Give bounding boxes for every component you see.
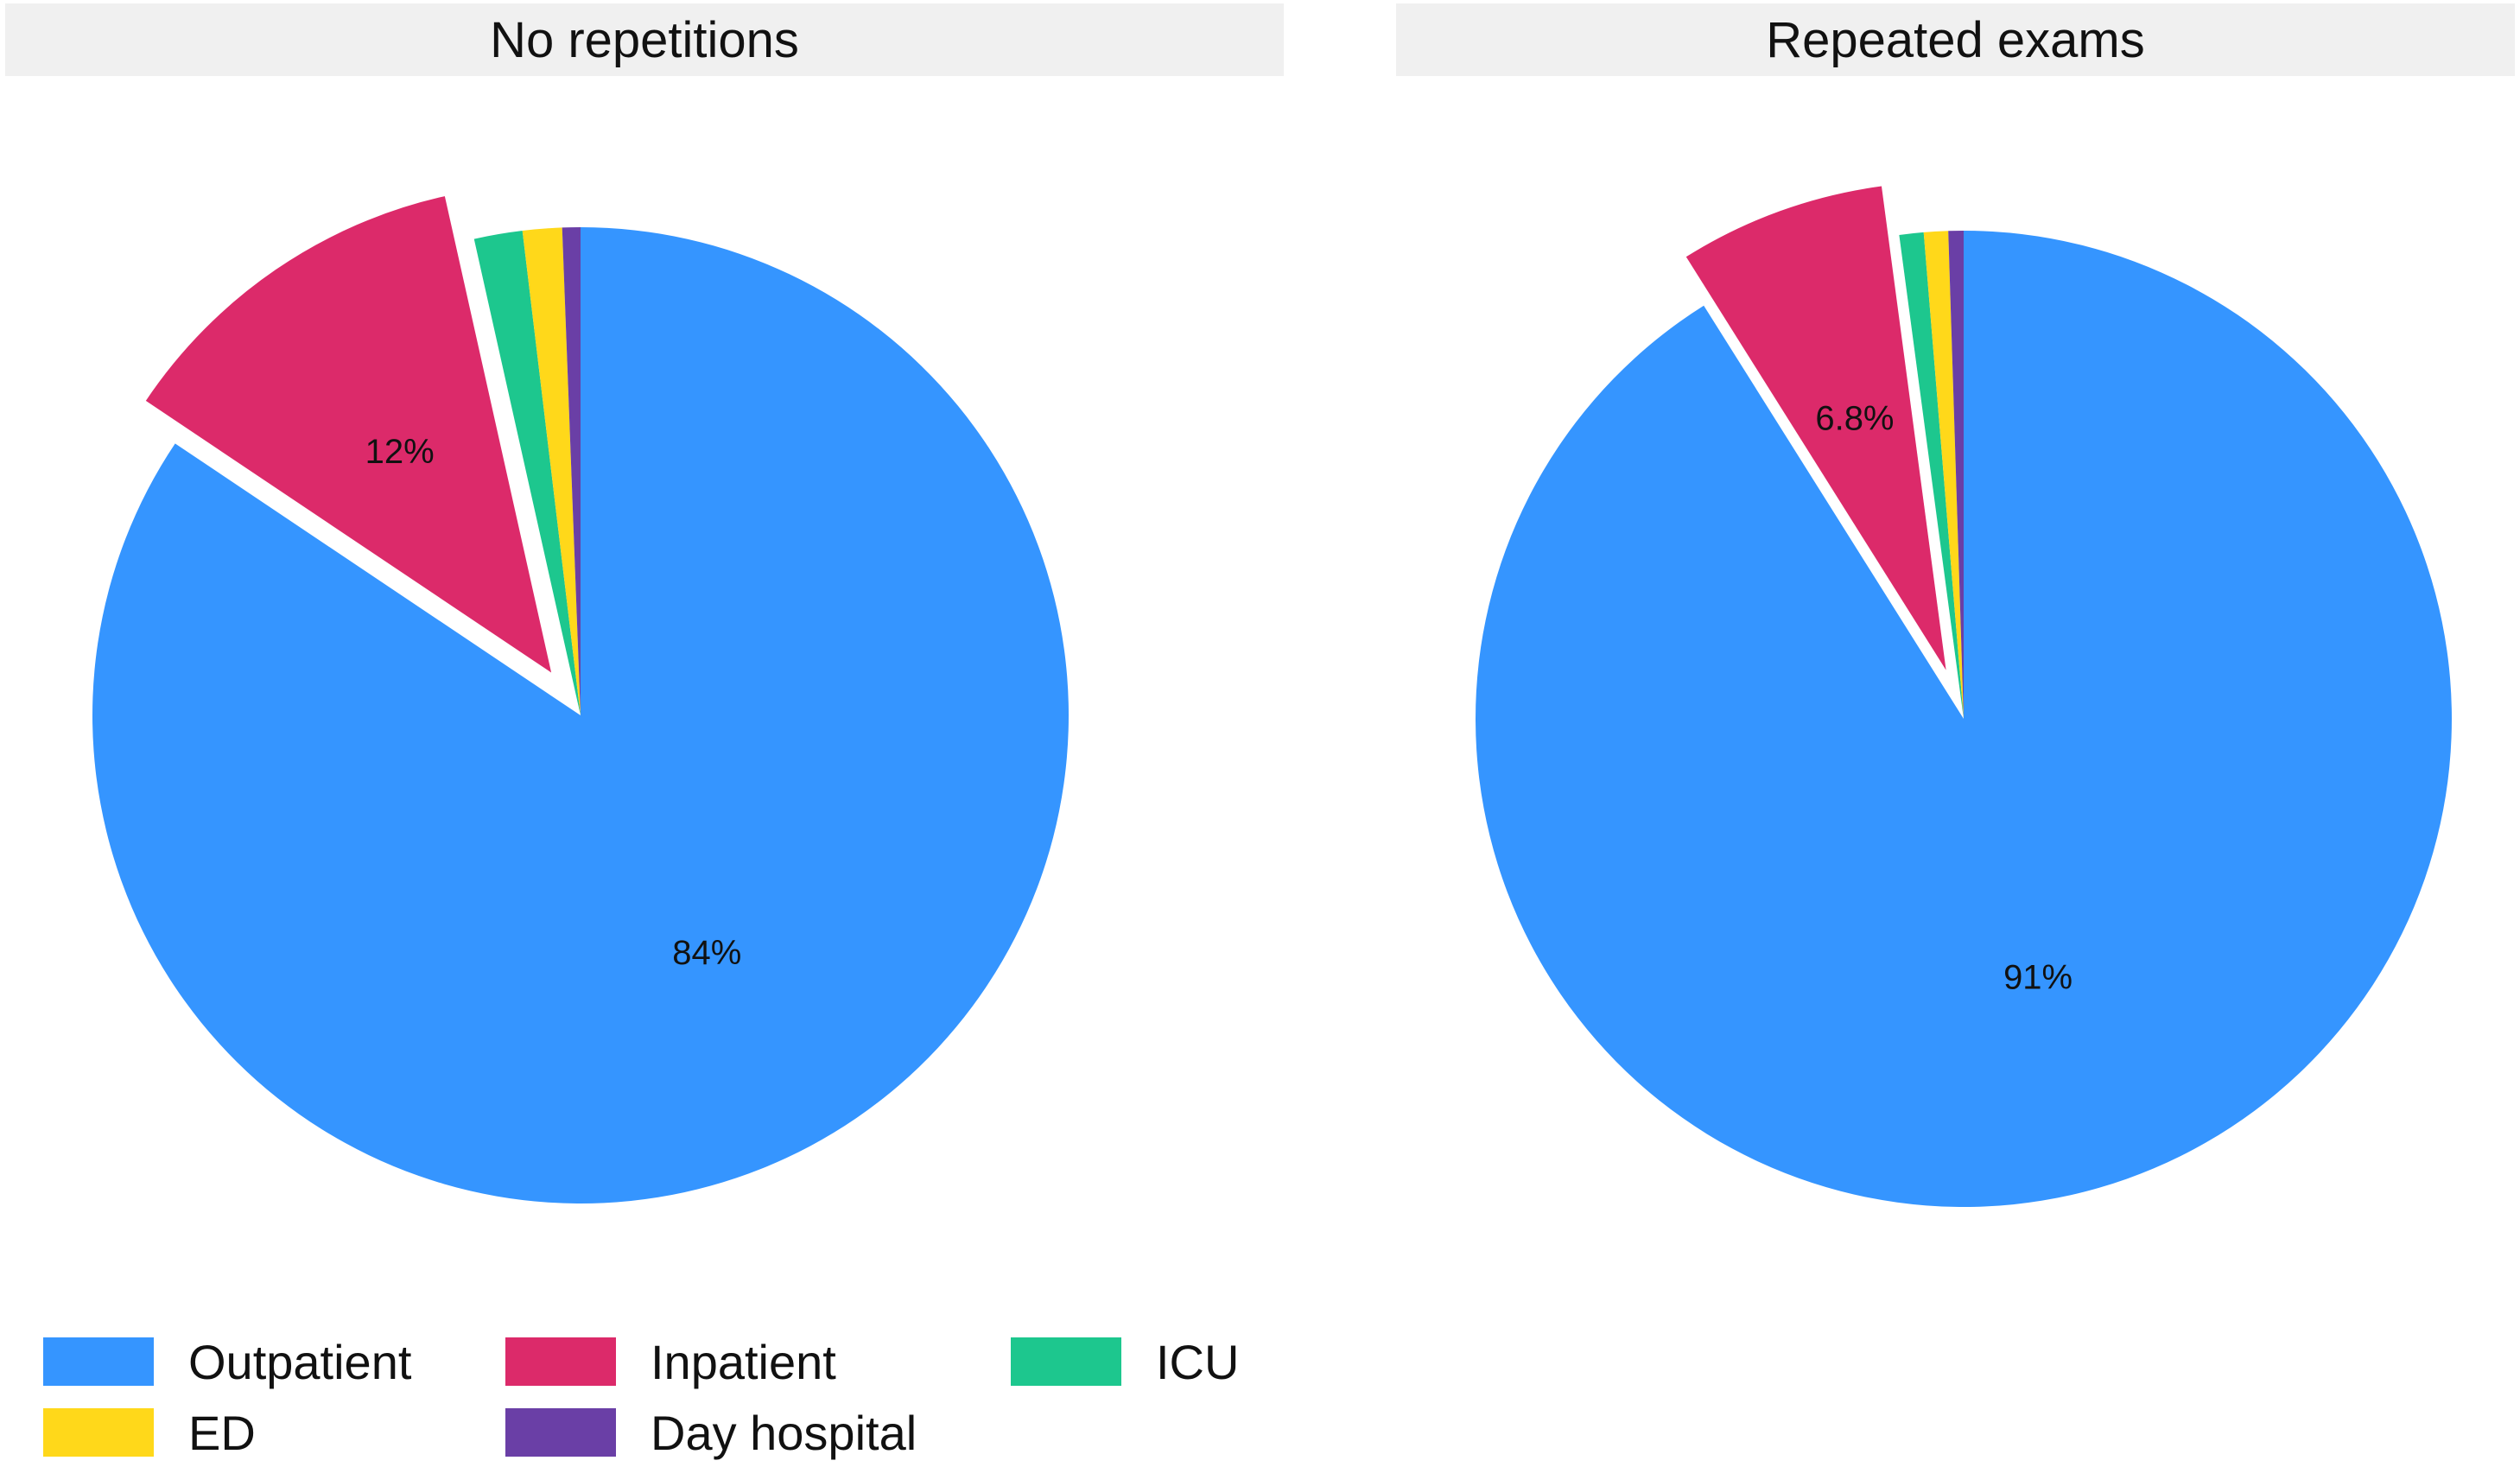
legend-item-outpatient: Outpatient bbox=[43, 1335, 412, 1389]
legend-swatch bbox=[505, 1337, 616, 1386]
slice-label-outpatient: 91% bbox=[2003, 959, 2072, 997]
legend-swatch bbox=[43, 1337, 154, 1386]
legend-item-ed: ED bbox=[43, 1406, 256, 1460]
pie-slice-day-hospital bbox=[562, 227, 581, 715]
slice-label-outpatient: 84% bbox=[672, 934, 741, 972]
pie-slice-day-hospital bbox=[1948, 231, 1964, 719]
pie-slice-ed bbox=[1923, 231, 1964, 720]
facet-strip bbox=[1396, 3, 2515, 76]
pie-panel-repeated-exams: Repeated exams 91% 6.8% bbox=[1396, 3, 2515, 1207]
slice-label-inpatient: 6.8% bbox=[1815, 399, 1894, 437]
pie-slice-icu bbox=[473, 231, 581, 715]
legend-item-icu: ICU bbox=[1011, 1335, 1239, 1389]
legend-label: ED bbox=[188, 1406, 256, 1460]
facet-strip bbox=[5, 3, 1284, 76]
pie-slice-inpatient bbox=[145, 196, 552, 673]
legend-swatch bbox=[43, 1408, 154, 1457]
legend-label: Outpatient bbox=[188, 1335, 412, 1389]
legend-label: ICU bbox=[1156, 1335, 1239, 1389]
slice-label-inpatient: 12% bbox=[365, 433, 435, 471]
facet-title: No repetitions bbox=[490, 12, 799, 68]
legend-swatch bbox=[505, 1408, 616, 1457]
legend: Outpatient Inpatient ICU ED Day hospital bbox=[43, 1335, 1239, 1460]
legend-item-inpatient: Inpatient bbox=[505, 1335, 836, 1389]
legend-swatch bbox=[1011, 1337, 1121, 1386]
pie-slice-ed bbox=[522, 227, 581, 715]
pie-slice-icu bbox=[1899, 232, 1964, 719]
facet-title: Repeated exams bbox=[1766, 12, 2144, 68]
legend-item-day-hospital: Day hospital bbox=[505, 1406, 917, 1460]
legend-label: Inpatient bbox=[651, 1335, 836, 1389]
pie-slice-outpatient bbox=[92, 227, 1069, 1204]
pie-slice-inpatient bbox=[1685, 186, 1946, 670]
legend-label: Day hospital bbox=[651, 1406, 917, 1460]
pie-panel-no-repetitions: No repetitions 84% 12% bbox=[5, 3, 1284, 1204]
